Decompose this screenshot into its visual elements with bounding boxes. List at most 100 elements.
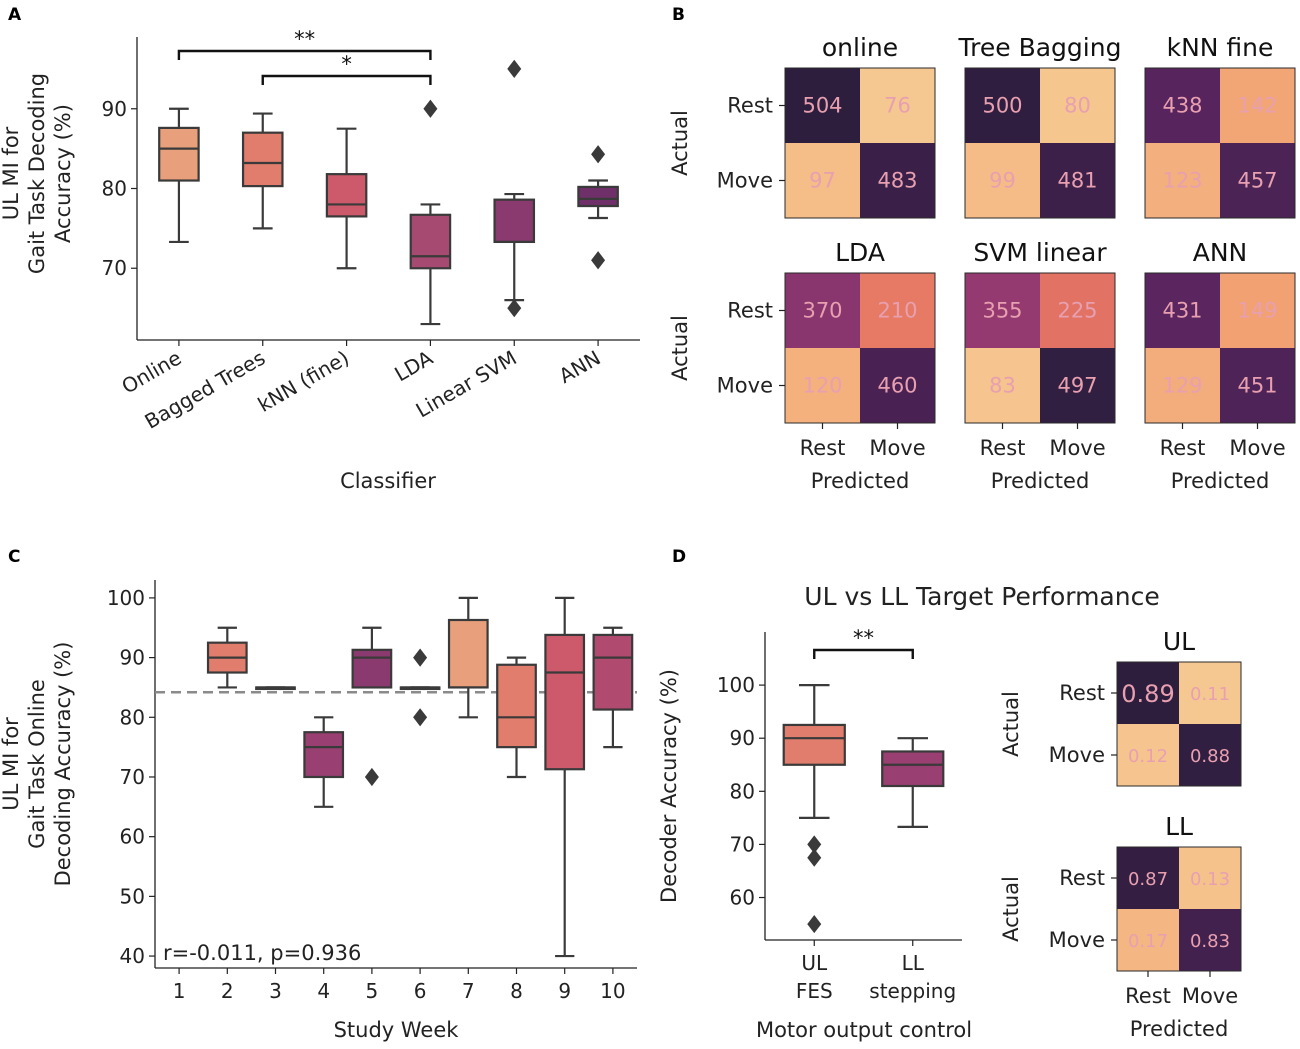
outlier-marker <box>591 145 606 164</box>
matrix-cell-value: 457 <box>1237 169 1277 193</box>
y-axis-label: Gait Task Decoding <box>25 73 49 274</box>
col-tick-label: Move <box>1182 984 1238 1008</box>
matrix-cell-value: 99 <box>989 169 1016 193</box>
col-axis-label: Predicted <box>991 469 1090 493</box>
matrix-cell-value: 438 <box>1162 94 1202 118</box>
matrix-title: LL <box>1165 812 1193 841</box>
outlier-marker <box>507 59 522 78</box>
matrix-frame <box>1144 272 1296 424</box>
row-axis-label: Actual <box>999 691 1023 757</box>
box <box>325 173 368 218</box>
matrix-cell <box>1179 909 1241 971</box>
y-axis-label: UL MI for <box>0 126 23 220</box>
matrix-cell-value: 0.12 <box>1128 746 1168 767</box>
matrix-cell <box>860 348 935 423</box>
row-axis-label: Actual <box>668 110 692 176</box>
col-axis-label: Predicted <box>1130 1017 1229 1041</box>
row-tick-label: Move <box>717 169 773 193</box>
panel-label-a: A <box>8 5 22 25</box>
x-tick-label: LDA <box>390 345 437 386</box>
matrix-cell <box>1040 143 1115 218</box>
significance-label: * <box>341 52 352 76</box>
matrix-cell <box>1145 68 1220 143</box>
matrix-cell <box>965 143 1040 218</box>
matrix-cell <box>965 348 1040 423</box>
y-tick-label: 70 <box>102 256 127 280</box>
y-axis-label: UL MI for <box>0 717 23 811</box>
matrix-cell-value: 504 <box>802 94 842 118</box>
col-tick-label: Move <box>1229 436 1285 460</box>
matrix-cell-value: 0.13 <box>1190 869 1230 890</box>
outlier-marker <box>413 648 428 667</box>
matrix-cell <box>1117 662 1179 724</box>
significance-bracket <box>813 648 914 659</box>
box <box>409 213 452 270</box>
matrix-cell <box>785 273 860 348</box>
matrix-cell-value: 497 <box>1057 374 1097 398</box>
y-axis-label: Gait Task Online <box>25 679 49 849</box>
matrix-cell-value: 481 <box>1057 169 1097 193</box>
matrix-title: ANN <box>1193 238 1248 267</box>
significance-label: ** <box>294 27 315 51</box>
outlier-marker <box>364 767 379 787</box>
col-axis-label: Predicted <box>1171 469 1270 493</box>
matrix-cell <box>785 143 860 218</box>
box <box>782 723 846 766</box>
outlier-marker <box>807 835 822 854</box>
y-axis-label: Decoder Accuracy (%) <box>657 669 681 903</box>
matrix-title: SVM linear <box>973 238 1107 267</box>
matrix-cell <box>1040 273 1115 348</box>
row-tick-label: Move <box>717 374 773 398</box>
x-tick-label: LL <box>902 951 925 975</box>
outlier-marker <box>807 848 822 867</box>
x-tick-label: 8 <box>510 979 523 1003</box>
box <box>544 633 586 771</box>
matrix-cell-value: 0.17 <box>1128 931 1168 952</box>
matrix-cell-value: 0.83 <box>1190 931 1230 952</box>
matrix-title: UL <box>1163 627 1195 656</box>
matrix-cell-value: 0.11 <box>1190 684 1230 705</box>
matrix-title: Tree Bagging <box>958 33 1122 62</box>
panel-b-confusion-matrices: online 504 76 97 483 Rest Move Actual Tree Baggi… <box>668 33 1296 493</box>
matrix-cell-value: 97 <box>809 169 836 193</box>
matrix-cell-value: 500 <box>982 94 1022 118</box>
matrix-title: online <box>822 33 898 62</box>
matrix-cell <box>1220 68 1295 143</box>
row-tick-label: Move <box>1049 928 1105 952</box>
panel-label-c: C <box>8 547 20 567</box>
x-axis-label: Motor output control <box>756 1018 972 1042</box>
outlier-marker <box>413 708 428 727</box>
box <box>577 185 619 208</box>
x-tick-label: 5 <box>366 979 379 1003</box>
x-axis-label: Study Week <box>334 1018 460 1042</box>
matrix-cell <box>1040 68 1115 143</box>
matrix-cell <box>1179 724 1241 786</box>
matrix-cell <box>1179 662 1241 724</box>
matrix-cell <box>1117 847 1179 909</box>
matrix-cell-value: 210 <box>877 299 917 323</box>
matrix-frame <box>784 67 936 219</box>
matrix-cell-value: 142 <box>1237 94 1277 118</box>
box <box>351 648 393 689</box>
matrix-cell-value: 83 <box>989 374 1016 398</box>
matrix-cell <box>785 68 860 143</box>
box <box>303 731 345 779</box>
box <box>158 126 200 182</box>
matrix-cell-value: 149 <box>1237 299 1277 323</box>
x-tick-label: Online <box>118 346 186 399</box>
panel-d-confusion-matrices: UL 0.89 0.11 0.12 0.88 Rest Move Actual LL 0.87 0.… <box>999 627 1242 1041</box>
matrix-frame <box>964 67 1116 219</box>
matrix-cell <box>1145 348 1220 423</box>
chart-title: UL vs LL Target Performance <box>804 582 1159 611</box>
significance-bracket <box>177 49 432 60</box>
x-tick-label: 3 <box>269 979 282 1003</box>
matrix-frame <box>964 272 1116 424</box>
matrix-cell <box>785 348 860 423</box>
matrix-cell-value: 225 <box>1057 299 1097 323</box>
box <box>592 633 634 711</box>
y-tick-label: 50 <box>120 884 145 908</box>
matrix-cell <box>1040 348 1115 423</box>
x-tick-label: 7 <box>462 979 475 1003</box>
matrix-cell <box>1117 724 1179 786</box>
panel-c-boxplot: 40 50 60 70 80 90 100 1 2 3 4 5 6 7 8 9 10 Study Week UL M… <box>0 580 637 1042</box>
